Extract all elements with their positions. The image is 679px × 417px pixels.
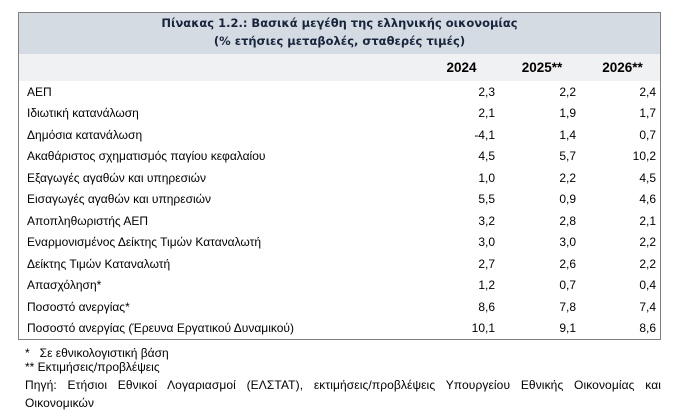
row-value: -4,1 bbox=[474, 127, 495, 142]
row-value: 8,6 bbox=[639, 321, 656, 336]
table-title: Πίνακας 1.2.: Βασικά μεγέθη της ελληνική… bbox=[19, 13, 660, 54]
row-label: Εισαγωγές αγαθών και υπηρεσιών bbox=[27, 192, 212, 207]
table-row: Ιδιωτική κατανάλωση 2,1 1,9 1,7 bbox=[19, 103, 660, 125]
table-row: Αποπληθωριστής ΑΕΠ 3,2 2,8 2,1 bbox=[19, 210, 660, 232]
source-note: Πηγή: Ετήσιοι Εθνικοί Λογαριασμοί (ΕΛΣΤΑ… bbox=[25, 377, 661, 411]
row-label: ΑΕΠ bbox=[27, 84, 52, 99]
row-value: 2,1 bbox=[478, 106, 495, 121]
row-value: 1,2 bbox=[478, 278, 495, 293]
row-value: 2,7 bbox=[478, 256, 495, 271]
row-label: Ποσοστό ανεργίας (Έρευνα Εργατικού Δυναμ… bbox=[27, 321, 294, 336]
row-value: 1,4 bbox=[559, 127, 576, 142]
header-year-2025: 2025** bbox=[499, 54, 580, 81]
row-value: 0,7 bbox=[639, 127, 656, 142]
row-label: Ακαθάριστος σχηματισμός παγίου κεφαλαίου bbox=[27, 149, 266, 164]
row-value: 10,1 bbox=[471, 321, 495, 336]
row-value: 7,8 bbox=[559, 299, 576, 314]
row-value: 0,9 bbox=[559, 192, 576, 207]
row-label: Αποπληθωριστής ΑΕΠ bbox=[27, 213, 149, 228]
table-row: Εισαγωγές αγαθών και υπηρεσιών 5,5 0,9 4,6 bbox=[19, 189, 660, 211]
row-value: 5,5 bbox=[478, 192, 495, 207]
table-row: ΑΕΠ 2,3 2,2 2,4 bbox=[19, 81, 660, 103]
row-label: Δημόσια κατανάλωση bbox=[27, 127, 143, 142]
row-value: 2,2 bbox=[639, 235, 656, 250]
table-title-line1: Πίνακας 1.2.: Βασικά μεγέθη της ελληνική… bbox=[161, 16, 518, 30]
row-value: 2,8 bbox=[559, 213, 576, 228]
table-row: Ποσοστό ανεργίας (Έρευνα Εργατικού Δυναμ… bbox=[19, 318, 660, 340]
row-value: 2,2 bbox=[559, 170, 576, 185]
row-label: Εναρμονισμένος Δείκτης Τιμών Καταναλωτή bbox=[27, 235, 262, 250]
table-row: Ακαθάριστος σχηματισμός παγίου κεφαλαίου… bbox=[19, 146, 660, 168]
row-value: 10,2 bbox=[632, 149, 656, 164]
row-value: 3,0 bbox=[559, 235, 576, 250]
table-row: Δημόσια κατανάλωση -4,1 1,4 0,7 bbox=[19, 124, 660, 146]
header-year-2024: 2024 bbox=[419, 54, 499, 81]
data-table: 2024 2025** 2026** ΑΕΠ 2,3 2,2 2,4 Ιδιωτική … bbox=[19, 54, 660, 339]
footnote-estimates: ** Εκτιμήσεις/προβλέψεις bbox=[25, 359, 160, 374]
row-label: Ποσοστό ανεργίας* bbox=[27, 299, 130, 314]
footnote-national-accounts: * Σε εθνικολογιστική βάση bbox=[25, 345, 169, 360]
header-row: 2024 2025** 2026** bbox=[19, 54, 660, 81]
row-value: 1,7 bbox=[639, 106, 656, 121]
row-label: Δείκτης Τιμών Καταναλωτή bbox=[27, 256, 171, 271]
table-row: Απασχόληση* 1,2 0,7 0,4 bbox=[19, 275, 660, 297]
row-value: 2,3 bbox=[478, 84, 495, 99]
row-value: 3,0 bbox=[478, 235, 495, 250]
row-value: 2,4 bbox=[639, 84, 656, 99]
row-value: 8,6 bbox=[478, 299, 495, 314]
header-empty-cell bbox=[19, 54, 419, 81]
row-value: 9,1 bbox=[559, 321, 576, 336]
row-value: 5,7 bbox=[559, 149, 576, 164]
table-title-line2: (% ετήσιες μεταβολές, σταθερές τιμές) bbox=[213, 33, 466, 48]
row-value: 0,4 bbox=[639, 278, 656, 293]
row-value: 7,4 bbox=[639, 299, 656, 314]
economy-table: Πίνακας 1.2.: Βασικά μεγέθη της ελληνική… bbox=[18, 12, 661, 340]
footnotes: * Σε εθνικολογιστική βάση ** Εκτιμήσεις/… bbox=[25, 346, 661, 413]
row-value: 4,5 bbox=[478, 149, 495, 164]
row-value: 4,6 bbox=[639, 192, 656, 207]
row-value: 2,1 bbox=[639, 213, 656, 228]
table-row: Εξαγωγές αγαθών και υπηρεσιών 1,0 2,2 4,5 bbox=[19, 167, 660, 189]
row-label: Ιδιωτική κατανάλωση bbox=[27, 106, 139, 121]
table-row: Δείκτης Τιμών Καταναλωτή 2,7 2,6 2,2 bbox=[19, 253, 660, 275]
row-value: 2,6 bbox=[559, 256, 576, 271]
row-value: 1,9 bbox=[559, 106, 576, 121]
row-value: 2,2 bbox=[639, 256, 656, 271]
row-value: 0,7 bbox=[559, 278, 576, 293]
row-value: 2,2 bbox=[559, 84, 576, 99]
row-value: 3,2 bbox=[478, 213, 495, 228]
table-row: Ποσοστό ανεργίας* 8,6 7,8 7,4 bbox=[19, 296, 660, 318]
row-label: Εξαγωγές αγαθών και υπηρεσιών bbox=[27, 170, 207, 185]
row-label: Απασχόληση* bbox=[27, 278, 102, 293]
header-year-2026: 2026** bbox=[580, 54, 660, 81]
table-row: Εναρμονισμένος Δείκτης Τιμών Καταναλωτή 3… bbox=[19, 232, 660, 254]
row-value: 1,0 bbox=[478, 170, 495, 185]
row-value: 4,5 bbox=[639, 170, 656, 185]
